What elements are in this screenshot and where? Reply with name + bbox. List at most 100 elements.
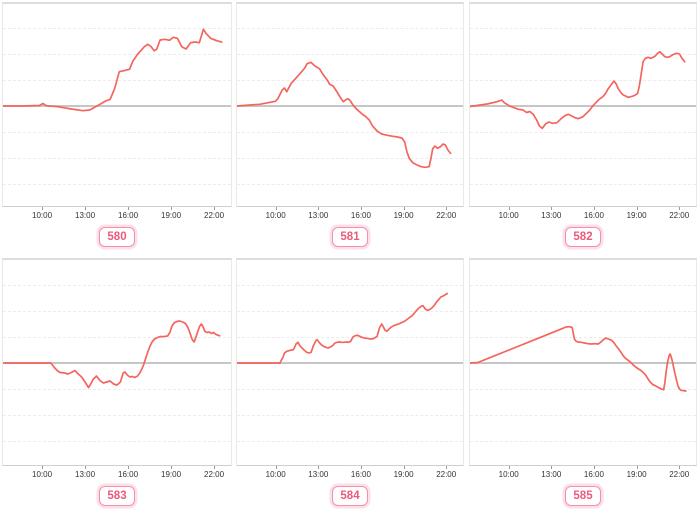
x-axis-tick-label: 10:00 (32, 211, 53, 220)
x-axis-tick (679, 466, 681, 469)
badge-row: 581 (236, 227, 464, 247)
chart-plot[interactable] (2, 258, 232, 466)
x-axis-tick-label: 10:00 (498, 211, 519, 220)
x-axis-tick (360, 207, 362, 210)
x-axis-tick (446, 207, 448, 210)
x-axis-tick-label: 13:00 (541, 470, 562, 479)
x-axis-tick (85, 466, 87, 469)
x-axis-tick (679, 207, 681, 210)
chart-cell: 10:00 13:00 16:00 19:00 22:00 580 (2, 2, 232, 247)
x-axis-tick (508, 207, 510, 210)
x-axis-tick (275, 466, 277, 469)
x-axis-tick (85, 207, 87, 210)
chart-plot[interactable] (469, 258, 697, 466)
x-axis-tick-label: 22:00 (204, 211, 225, 220)
x-axis-tick-label: 16:00 (118, 470, 139, 479)
price-line-chart (237, 260, 463, 465)
x-axis-tick-label: 13:00 (308, 470, 329, 479)
badge-row: 583 (2, 486, 232, 506)
price-line (237, 62, 451, 167)
x-axis-labels: 10:00 13:00 16:00 19:00 22:00 (236, 466, 464, 480)
price-line-chart (3, 4, 231, 206)
x-axis-tick (128, 466, 130, 469)
x-axis-tick (508, 466, 510, 469)
x-axis-tick-label: 13:00 (75, 470, 96, 479)
chart-number-badge[interactable]: 580 (99, 227, 135, 247)
badge-row: 584 (236, 486, 464, 506)
x-axis-tick (128, 207, 130, 210)
price-line-chart (470, 260, 696, 465)
x-axis-tick-label: 19:00 (161, 470, 182, 479)
x-axis-tick (403, 466, 405, 469)
x-axis-tick-label: 16:00 (350, 470, 371, 479)
x-axis-tick-label: 22:00 (436, 211, 457, 220)
x-axis-tick (275, 207, 277, 210)
x-axis-tick-label: 22:00 (436, 470, 457, 479)
x-axis-tick-label: 10:00 (498, 470, 519, 479)
x-axis-tick-label: 22:00 (204, 470, 225, 479)
chart-number-badge[interactable]: 584 (332, 486, 368, 506)
x-axis-tick (636, 207, 638, 210)
x-axis-tick-label: 16:00 (583, 470, 604, 479)
x-axis-tick-label: 10:00 (265, 470, 286, 479)
x-axis-tick-label: 10:00 (265, 211, 286, 220)
price-line-chart (3, 260, 231, 465)
x-axis-tick (636, 466, 638, 469)
x-axis-tick (171, 207, 173, 210)
x-axis-tick (593, 466, 595, 469)
x-axis-tick-label: 22:00 (669, 470, 690, 479)
x-axis-tick-label: 19:00 (393, 470, 414, 479)
x-axis-labels: 10:00 13:00 16:00 19:00 22:00 (236, 207, 464, 221)
x-axis-tick-label: 10:00 (32, 470, 53, 479)
x-axis-tick-label: 16:00 (350, 211, 371, 220)
chart-number-badge[interactable]: 581 (332, 227, 368, 247)
chart-plot[interactable] (236, 2, 464, 207)
x-axis-labels: 10:00 13:00 16:00 19:00 22:00 (469, 207, 697, 221)
x-axis-tick (360, 466, 362, 469)
price-line (237, 294, 447, 364)
x-axis-tick (171, 466, 173, 469)
price-line (3, 29, 222, 110)
x-axis-tick-label: 13:00 (75, 211, 96, 220)
x-axis-tick-label: 13:00 (541, 211, 562, 220)
chart-number-badge[interactable]: 583 (99, 486, 135, 506)
x-axis-tick-label: 16:00 (583, 211, 604, 220)
chart-cell: 10:00 13:00 16:00 19:00 22:00 581 (236, 2, 464, 247)
x-axis-labels: 10:00 13:00 16:00 19:00 22:00 (2, 466, 232, 480)
chart-plot[interactable] (469, 2, 697, 207)
badge-row: 580 (2, 227, 232, 247)
chart-cell: 10:00 13:00 16:00 19:00 22:00 583 (2, 258, 232, 506)
x-axis-tick (214, 207, 216, 210)
x-axis-labels: 10:00 13:00 16:00 19:00 22:00 (469, 466, 697, 480)
price-line (470, 52, 685, 129)
x-axis-tick (42, 207, 44, 210)
x-axis-tick-label: 19:00 (161, 211, 182, 220)
price-line (470, 327, 686, 391)
badge-row: 582 (469, 227, 697, 247)
chart-cell: 10:00 13:00 16:00 19:00 22:00 584 (236, 258, 464, 506)
chart-number-badge[interactable]: 582 (565, 227, 601, 247)
x-axis-tick-label: 19:00 (626, 470, 647, 479)
chart-cell: 10:00 13:00 16:00 19:00 22:00 585 (469, 258, 697, 506)
x-axis-tick (551, 207, 553, 210)
chart-plot[interactable] (2, 2, 232, 207)
x-axis-tick (593, 207, 595, 210)
x-axis-tick (42, 466, 44, 469)
x-axis-tick (403, 207, 405, 210)
chart-cell: 10:00 13:00 16:00 19:00 22:00 582 (469, 2, 697, 247)
chart-number-badge[interactable]: 585 (565, 486, 601, 506)
price-line-chart (237, 4, 463, 206)
x-axis-tick-label: 22:00 (669, 211, 690, 220)
x-axis-tick-label: 16:00 (118, 211, 139, 220)
x-axis-tick-label: 19:00 (626, 211, 647, 220)
x-axis-tick (318, 207, 320, 210)
price-line (3, 321, 220, 388)
x-axis-tick (318, 466, 320, 469)
x-axis-labels: 10:00 13:00 16:00 19:00 22:00 (2, 207, 232, 221)
chart-plot[interactable] (236, 258, 464, 466)
x-axis-tick (446, 466, 448, 469)
badge-row: 585 (469, 486, 697, 506)
price-line-chart (470, 4, 696, 206)
x-axis-tick-label: 19:00 (393, 211, 414, 220)
x-axis-tick-label: 13:00 (308, 211, 329, 220)
